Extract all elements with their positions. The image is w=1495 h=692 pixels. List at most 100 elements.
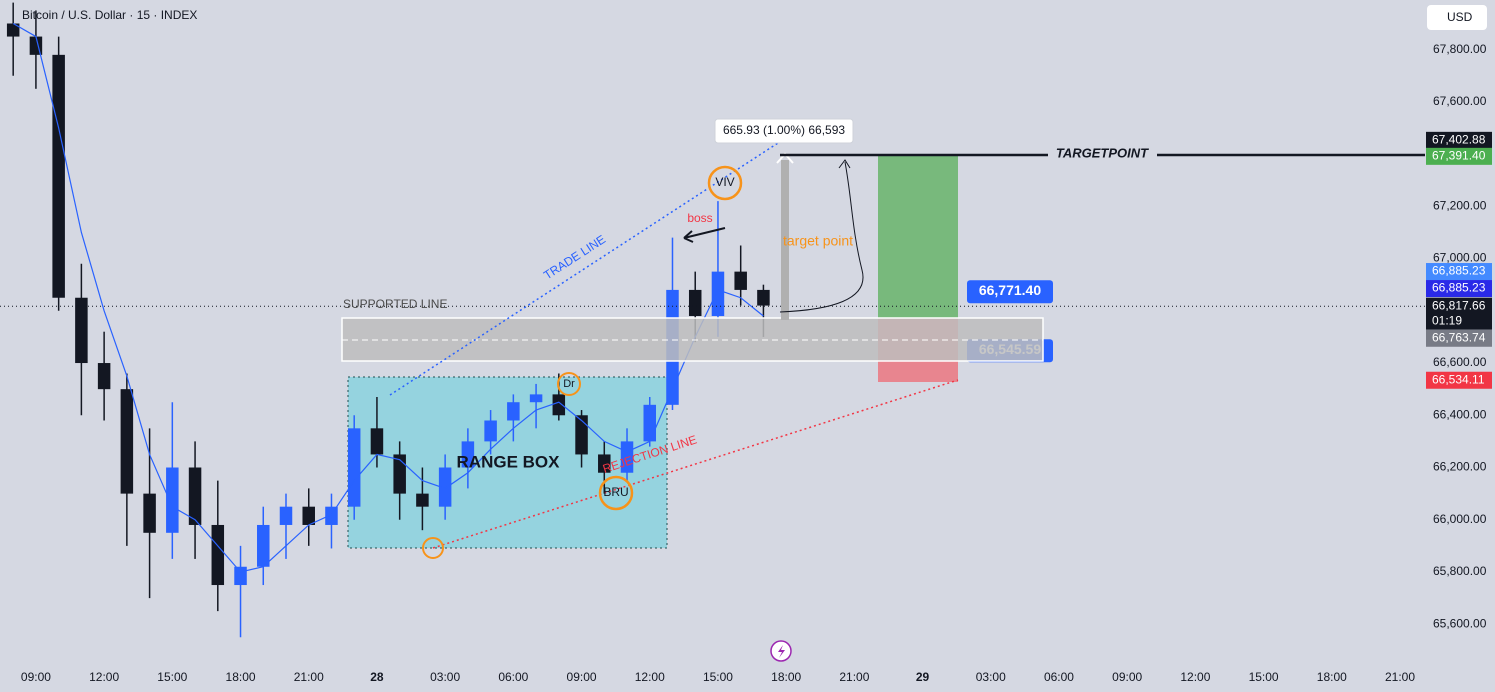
target-line-label: TARGETPOINT	[1056, 145, 1149, 160]
event-bolt	[778, 645, 785, 658]
x-tick-label: 15:00	[157, 670, 187, 684]
boss-label: boss	[687, 211, 712, 225]
candle-body	[97, 363, 111, 390]
measure-box	[714, 118, 854, 144]
candle-body	[325, 506, 338, 525]
candle-body	[711, 271, 725, 317]
candle-body	[52, 54, 65, 298]
candle-body	[643, 404, 657, 442]
x-tick-label: 21:00	[839, 670, 869, 684]
candle-body	[166, 467, 179, 533]
target-point-label: target point	[783, 233, 853, 249]
y-tick-label: 66,600.00	[1433, 355, 1487, 369]
target-zone	[878, 156, 958, 318]
range-box-label: RANGE BOX	[457, 452, 561, 471]
price-badge-label: 67,391.40	[1432, 149, 1486, 163]
x-tick-label: 29	[916, 670, 930, 684]
x-tick-label: 18:00	[771, 670, 801, 684]
rejection-line	[432, 379, 959, 549]
boss-arrow	[683, 227, 726, 243]
candle-body	[6, 23, 20, 37]
x-tick-label: 09:00	[1112, 670, 1142, 684]
candle-body	[620, 441, 634, 473]
candle-body	[347, 428, 361, 507]
candle-body	[734, 271, 747, 290]
price-badge-label: 66,885.23	[1432, 264, 1486, 278]
y-tick-label: 65,800.00	[1433, 564, 1487, 578]
candle-body	[75, 297, 88, 364]
y-tick-label: 66,200.00	[1433, 460, 1487, 474]
y-tick-label: 67,600.00	[1433, 94, 1487, 108]
candles	[6, 2, 770, 638]
y-tick-label: 66,400.00	[1433, 407, 1487, 421]
y-tick-label: 66,000.00	[1433, 512, 1487, 526]
x-tick-label: 06:00	[498, 670, 528, 684]
x-tick-label: 12:00	[635, 670, 665, 684]
candle-body	[688, 289, 702, 317]
price-badge	[1426, 147, 1492, 165]
supported-label: SUPPORTED LINE	[343, 297, 447, 311]
candle-body	[529, 394, 543, 403]
y-tick-label: 65,600.00	[1433, 616, 1487, 630]
candle-body	[302, 506, 315, 525]
candle-body	[393, 454, 406, 494]
x-tick-label: 15:00	[703, 670, 733, 684]
candle-body	[211, 524, 225, 586]
y-tick-label: 67,800.00	[1433, 42, 1487, 56]
pivot-circle	[598, 475, 634, 511]
candle-body	[507, 402, 520, 421]
candle-body	[757, 289, 770, 306]
viv-label: VIV	[715, 175, 734, 189]
candle-body	[143, 493, 156, 533]
curve-arrow	[779, 159, 864, 313]
price-badge	[1426, 131, 1492, 149]
over-layer: 66,771.40	[967, 280, 1053, 304]
x-tick-label: 28	[370, 670, 384, 684]
x-tick-label: 03:00	[430, 670, 460, 684]
currency[interactable]: USD	[1447, 10, 1473, 24]
candle-body	[188, 467, 202, 525]
candle-body	[484, 420, 497, 442]
x-tick-label: 03:00	[976, 670, 1006, 684]
x-tick-label: 21:00	[294, 670, 324, 684]
position-label-box	[967, 280, 1053, 304]
x-tick-label: 12:00	[1180, 670, 1210, 684]
candle-body	[120, 389, 134, 494]
bru-label: BRU	[603, 485, 628, 499]
candle-body	[234, 566, 247, 586]
measure-label: 665.93 (1.00%) 66,593	[723, 123, 845, 137]
candle-body	[370, 428, 384, 455]
price-badge	[1426, 263, 1492, 281]
candle-body	[461, 441, 475, 468]
price-badge-label: 66,763.74	[1432, 330, 1486, 344]
candle-body	[575, 415, 588, 455]
trade-line	[389, 142, 779, 396]
pivot-circle	[422, 537, 444, 559]
candle-body	[552, 394, 566, 416]
pivot-circle	[557, 372, 581, 396]
candle-body	[416, 493, 429, 507]
y-tick-label: 67,200.00	[1433, 199, 1487, 213]
x-tick-label: 06:00	[1044, 670, 1074, 684]
currency-button[interactable]	[1427, 5, 1487, 30]
price-badge	[1426, 297, 1492, 330]
price-badge	[1426, 280, 1492, 298]
price-badge-label: 66,885.23	[1432, 281, 1486, 295]
position-label: 66,771.40	[979, 282, 1041, 298]
moving-average	[12, 22, 764, 573]
price-badge-label: 66,817.66	[1432, 298, 1486, 312]
y-tick-label: 67,000.00	[1433, 251, 1487, 265]
candle-body	[438, 467, 452, 507]
x-tick-label: 12:00	[89, 670, 119, 684]
x-tick-label: 21:00	[1385, 670, 1415, 684]
x-tick-label: 15:00	[1249, 670, 1279, 684]
candle-body	[279, 506, 293, 525]
x-tick-label: 18:00	[226, 670, 256, 684]
candle-body	[598, 454, 611, 473]
measure-arrow	[781, 160, 789, 320]
x-tick-label: 09:00	[567, 670, 597, 684]
price-badge-label: 67,402.88	[1432, 133, 1486, 147]
price-badge	[1426, 371, 1492, 389]
